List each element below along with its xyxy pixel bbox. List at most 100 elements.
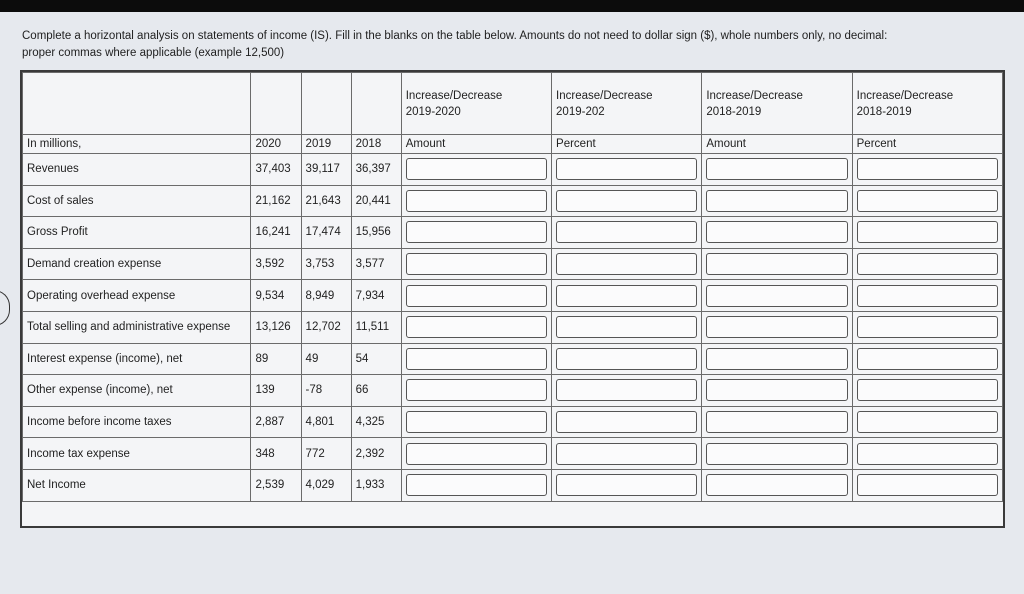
value-2019: -78 [300,374,352,407]
input-cell [701,405,853,439]
amount-2019-2020-input[interactable] [405,316,548,339]
percent-2018-2019-input[interactable] [856,284,998,307]
amount-2019-2020-input[interactable] [405,158,548,181]
amount-2019-2020-input[interactable] [405,347,548,370]
percent-2018-2019-input[interactable] [856,442,998,465]
input-cell [851,247,1004,281]
input-cell [551,405,703,439]
header-blank [350,72,402,135]
input-cell [851,374,1004,407]
header-group-percent-2018-2019: Increase/Decrease 2018-2019 [851,72,1004,135]
percent-2019-2020-input[interactable] [556,347,698,370]
amount-2018-2019-input[interactable] [706,347,848,370]
table-row: Total selling and administrative expense… [21,310,1004,344]
header-group-label: Increase/Decrease [556,89,653,102]
percent-2019-2020-input[interactable] [556,474,698,497]
percent-2019-2020-input[interactable] [556,189,698,212]
row-label: Other expense (income), net [21,374,252,407]
amount-2018-2019-input[interactable] [706,379,848,402]
percent-2018-2019-input[interactable] [856,474,998,497]
amount-2018-2019-input[interactable] [706,442,848,465]
input-cell [851,184,1004,218]
percent-2019-2020-input[interactable] [556,379,698,402]
row-label: Cost of sales [21,184,252,218]
amount-2018-2019-input[interactable] [706,474,848,497]
input-cell [551,437,703,470]
value-2019: 49 [300,342,352,376]
amount-2018-2019-input[interactable] [706,253,848,276]
input-cell [701,468,853,502]
row-label: Gross Profit [21,216,252,249]
value-2020: 348 [250,437,302,470]
amount-2018-2019-input[interactable] [706,189,848,212]
amount-2019-2020-input[interactable] [405,474,548,497]
header-group-label: Increase/Decrease [706,89,803,102]
table-row: Operating overhead expense 9,534 8,949 7,93… [21,279,1004,312]
amount-2019-2020-input[interactable] [405,379,548,402]
value-2019: 4,029 [300,468,352,502]
value-2018: 66 [350,374,402,407]
header-row-groups: Increase/Decrease 2019-2020 Increase/Dec… [21,72,1004,135]
table-row: Net Income 2,539 4,029 1,933 [21,468,1004,502]
percent-2019-2020-input[interactable] [556,158,698,181]
percent-2018-2019-input[interactable] [856,221,998,244]
input-cell [851,405,1004,439]
value-2019: 3,753 [300,247,352,281]
value-2020: 37,403 [250,153,302,186]
amount-2019-2020-input[interactable] [405,221,548,244]
amount-2018-2019-input[interactable] [706,158,848,181]
amount-2018-2019-input[interactable] [706,316,848,339]
percent-2018-2019-input[interactable] [856,379,998,402]
input-cell [701,184,853,218]
percent-2019-2020-input[interactable] [556,316,698,339]
value-2020: 3,592 [250,247,302,281]
income-statement-table: Increase/Decrease 2019-2020 Increase/Dec… [21,72,1004,502]
amount-2019-2020-input[interactable] [405,253,548,276]
value-2018: 7,934 [350,279,402,312]
percent-2018-2019-input[interactable] [856,158,998,181]
percent-2019-2020-input[interactable] [556,442,698,465]
input-cell [851,437,1004,470]
header-group-period: 2019-202 [556,105,605,118]
percent-2018-2019-input[interactable] [856,316,998,339]
value-2020: 16,241 [250,216,302,249]
value-2019: 12,702 [300,310,352,344]
input-cell [551,374,703,407]
amount-2019-2020-input[interactable] [405,189,548,212]
row-label: Income before income taxes [21,405,252,439]
table-row: Gross Profit 16,241 17,474 15,956 [21,216,1004,249]
input-cell [400,153,553,186]
header-group-label: Increase/Decrease [405,89,503,102]
year-header-2020: 2020 [250,134,302,154]
amount-2018-2019-input[interactable] [706,284,848,307]
subhead-amount: Amount [400,134,553,154]
amount-2018-2019-input[interactable] [706,221,848,244]
input-cell [701,216,853,249]
input-cell [400,468,553,502]
percent-2019-2020-input[interactable] [556,221,698,244]
percent-2019-2020-input[interactable] [556,284,698,307]
table-row: Revenues 37,403 39,117 36,397 [21,153,1004,186]
instructions-line-1: Complete a horizontal analysis on statem… [22,30,888,42]
amount-2019-2020-input[interactable] [405,411,548,434]
row-label: Operating overhead expense [21,279,252,312]
header-group-amount-2018-2019: Increase/Decrease 2018-2019 [701,72,853,135]
amount-2019-2020-input[interactable] [405,442,548,465]
value-2018: 3,577 [350,247,402,281]
value-2020: 13,126 [250,310,302,344]
percent-2019-2020-input[interactable] [556,411,698,434]
percent-2018-2019-input[interactable] [856,347,998,370]
percent-2018-2019-input[interactable] [856,411,998,434]
percent-2018-2019-input[interactable] [856,253,998,276]
value-2019: 17,474 [300,216,352,249]
percent-2019-2020-input[interactable] [556,253,698,276]
input-cell [851,468,1004,502]
input-cell [701,153,853,186]
amount-2019-2020-input[interactable] [405,284,548,307]
amount-2018-2019-input[interactable] [706,411,848,434]
input-cell [551,247,703,281]
input-cell [551,216,703,249]
header-group-period: 2018-2019 [706,105,762,118]
percent-2018-2019-input[interactable] [856,189,998,212]
table-row: Income tax expense 348 772 2,392 [21,437,1004,470]
